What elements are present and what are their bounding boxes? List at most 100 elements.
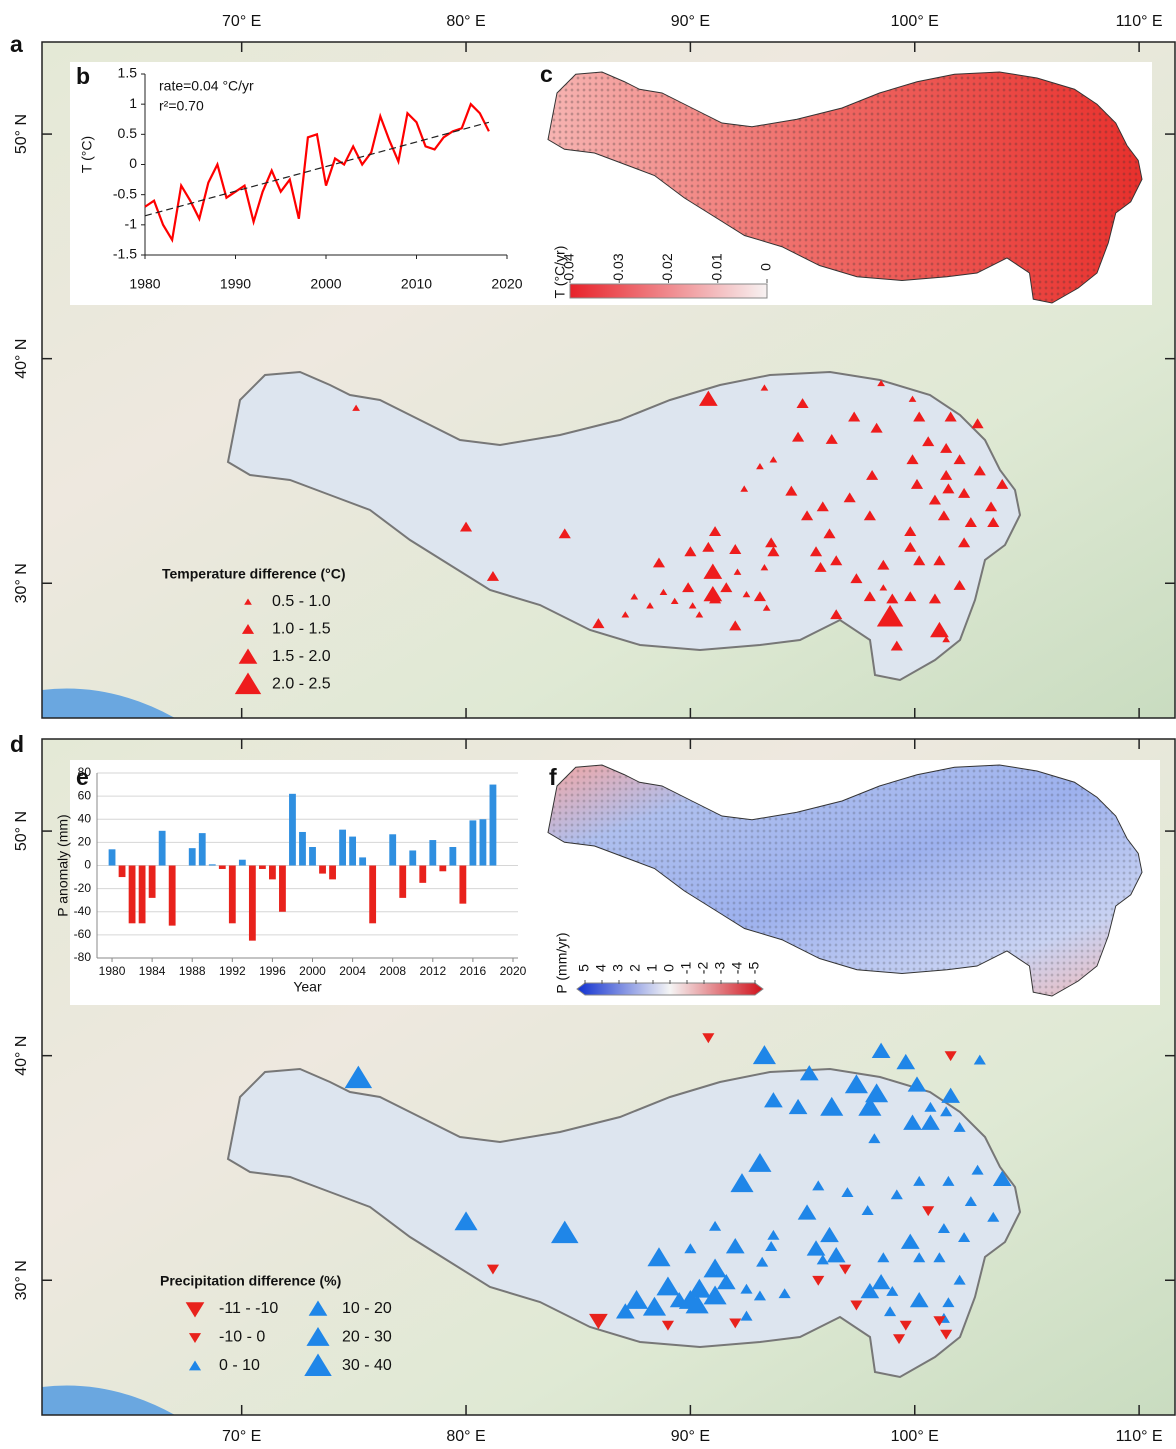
y-tick-label: 50° N bbox=[13, 114, 30, 154]
x-tick-label: 90° E bbox=[671, 13, 710, 30]
bar bbox=[269, 866, 276, 880]
bar bbox=[139, 866, 146, 924]
bar bbox=[369, 866, 376, 924]
y-tick-label: -40 bbox=[74, 904, 92, 918]
colorbar-tick-label: 0 bbox=[661, 964, 677, 972]
legend-label: 1.0 - 1.5 bbox=[272, 621, 331, 638]
y-axis-label: P anomaly (mm) bbox=[55, 814, 71, 916]
colorbar-tick-label: 0.01 bbox=[708, 253, 724, 280]
colorbar-c bbox=[570, 284, 767, 298]
legend-label: 10 - 20 bbox=[342, 1300, 392, 1317]
y-tick-label: 1 bbox=[129, 95, 137, 111]
bar bbox=[129, 866, 136, 924]
bar bbox=[209, 864, 216, 865]
y-tick-label: 40° N bbox=[13, 1036, 30, 1076]
bar bbox=[409, 850, 416, 865]
bar bbox=[169, 866, 176, 926]
colorbar-tick-label: -5 bbox=[746, 962, 762, 975]
colorbar-tick-label: 1 bbox=[644, 964, 660, 972]
x-tick-label: 70° E bbox=[222, 1428, 261, 1445]
x-tick-label: 1990 bbox=[220, 276, 251, 292]
x-axis-label: Year bbox=[293, 979, 322, 995]
y-tick-label: 0 bbox=[129, 155, 137, 171]
bar bbox=[449, 847, 456, 866]
legend-label: 0.5 - 1.0 bbox=[272, 593, 331, 610]
x-tick-label: 1980 bbox=[99, 964, 126, 978]
bar bbox=[459, 866, 466, 904]
bar bbox=[229, 866, 236, 924]
bar bbox=[259, 866, 266, 869]
y-tick-label: 1.5 bbox=[118, 65, 138, 81]
legend-title: Precipitation difference (%) bbox=[160, 1273, 341, 1289]
x-tick-label: 100° E bbox=[891, 13, 939, 30]
panel-label: f bbox=[549, 764, 557, 790]
annotation: r²=0.70 bbox=[159, 98, 204, 114]
colorbar-f bbox=[577, 983, 763, 995]
x-tick-label: 1980 bbox=[129, 276, 160, 292]
y-tick-label: 80 bbox=[78, 765, 92, 779]
bar bbox=[159, 831, 166, 866]
bar bbox=[339, 830, 346, 866]
y-tick-label: -0.5 bbox=[113, 185, 137, 201]
x-tick-label: 2010 bbox=[401, 276, 432, 292]
x-tick-label: 2020 bbox=[500, 964, 527, 978]
legend-label: 2.0 - 2.5 bbox=[272, 676, 331, 693]
y-tick-label: 30° N bbox=[13, 1260, 30, 1300]
x-tick-label: 2012 bbox=[419, 964, 446, 978]
colorbar-tick-label: -4 bbox=[729, 962, 745, 975]
y-tick-label: -1 bbox=[125, 216, 138, 232]
bar bbox=[149, 866, 156, 898]
panel-label: b bbox=[76, 63, 90, 89]
legend-label: 1.5 - 2.0 bbox=[272, 648, 331, 665]
x-tick-label: 110° E bbox=[1116, 13, 1163, 30]
x-tick-label: 2000 bbox=[299, 964, 326, 978]
bar bbox=[419, 866, 426, 883]
bar bbox=[199, 833, 206, 865]
colorbar-tick-label: 3 bbox=[610, 964, 626, 972]
y-tick-label: 30° N bbox=[13, 563, 30, 603]
y-tick-label: 40° N bbox=[13, 339, 30, 379]
bar bbox=[359, 857, 366, 865]
x-tick-label: 70° E bbox=[222, 13, 261, 30]
bar bbox=[219, 866, 226, 869]
colorbar-tick-label: 2 bbox=[627, 964, 643, 972]
colorbar-label: T (°C/yr) bbox=[552, 246, 568, 299]
x-tick-label: 100° E bbox=[891, 1428, 939, 1445]
bar bbox=[299, 832, 306, 866]
colorbar-tick-label: 0.02 bbox=[659, 253, 675, 280]
bar bbox=[329, 866, 336, 880]
x-tick-label: 2020 bbox=[491, 276, 522, 292]
bar bbox=[319, 866, 326, 874]
bar bbox=[439, 866, 446, 872]
y-tick-label: 20 bbox=[78, 835, 92, 849]
x-tick-label: 2004 bbox=[339, 964, 366, 978]
bar bbox=[389, 834, 396, 865]
figure: a b c d e f 1.510.50-0.5-1-1.51980199020… bbox=[0, 0, 1176, 1449]
bar bbox=[279, 866, 286, 912]
panel-label: d bbox=[10, 731, 24, 757]
x-tick-label: 80° E bbox=[446, 13, 485, 30]
legend-label: -10 - 0 bbox=[219, 1329, 265, 1346]
bar bbox=[289, 794, 296, 866]
colorbar-tick-label: 0 bbox=[758, 263, 774, 271]
legend-label: 20 - 30 bbox=[342, 1329, 392, 1346]
bar bbox=[399, 866, 406, 898]
x-tick-label: 2016 bbox=[460, 964, 487, 978]
bar bbox=[480, 819, 487, 865]
bar bbox=[239, 860, 246, 866]
bar bbox=[429, 840, 436, 865]
bar bbox=[189, 848, 196, 865]
colorbar-tick-label: 5 bbox=[576, 964, 592, 972]
x-tick-label: 1988 bbox=[179, 964, 206, 978]
legend-label: 30 - 40 bbox=[342, 1357, 392, 1374]
colorbar-tick-label: -2 bbox=[695, 962, 711, 975]
y-axis-label: T (°C) bbox=[79, 136, 95, 173]
bar bbox=[249, 866, 256, 941]
legend-label: 0 - 10 bbox=[219, 1357, 260, 1374]
colorbar-label: P (mm/yr) bbox=[554, 932, 570, 993]
colorbar-tick-label: -3 bbox=[712, 962, 728, 975]
x-tick-label: 2008 bbox=[379, 964, 406, 978]
colorbar-tick-label: -1 bbox=[678, 962, 694, 975]
x-tick-label: 80° E bbox=[446, 1428, 485, 1445]
y-tick-label: -1.5 bbox=[113, 246, 137, 262]
